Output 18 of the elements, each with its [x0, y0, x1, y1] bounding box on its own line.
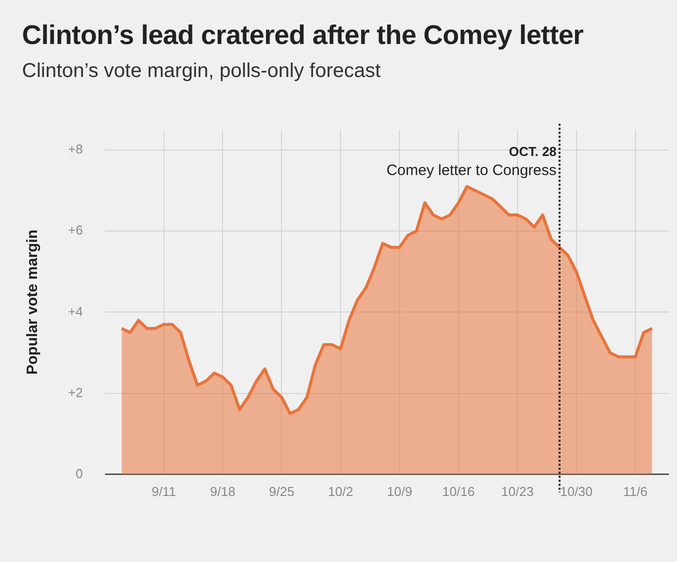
- x-tick-label: 9/18: [210, 484, 236, 499]
- chart-title: Clinton’s lead cratered after the Comey letter: [22, 20, 584, 51]
- x-tick-label: 11/6: [623, 484, 648, 499]
- y-tick-label: +6: [68, 222, 83, 238]
- x-tick-label: 9/11: [152, 484, 176, 499]
- x-tick-label: 10/23: [501, 484, 534, 499]
- ref-line-label: OCT. 28 Comey letter to Congress: [386, 144, 557, 179]
- x-tick-label: 9/25: [268, 484, 294, 499]
- y-tick-label: +8: [68, 142, 83, 157]
- y-tick-label: +2: [68, 384, 83, 400]
- chart-subtitle: Clinton’s vote margin, polls-only forecast: [22, 60, 381, 83]
- x-tick-label: 10/2: [328, 484, 354, 499]
- x-tick-label: 10/9: [386, 484, 412, 499]
- y-axis-title: Popular vote margin: [24, 230, 42, 375]
- y-tick-label: +4: [68, 304, 83, 319]
- x-tick-label: 10/16: [442, 484, 475, 499]
- x-tick-label: 10/30: [560, 484, 593, 499]
- y-tick-label: 0: [76, 466, 83, 481]
